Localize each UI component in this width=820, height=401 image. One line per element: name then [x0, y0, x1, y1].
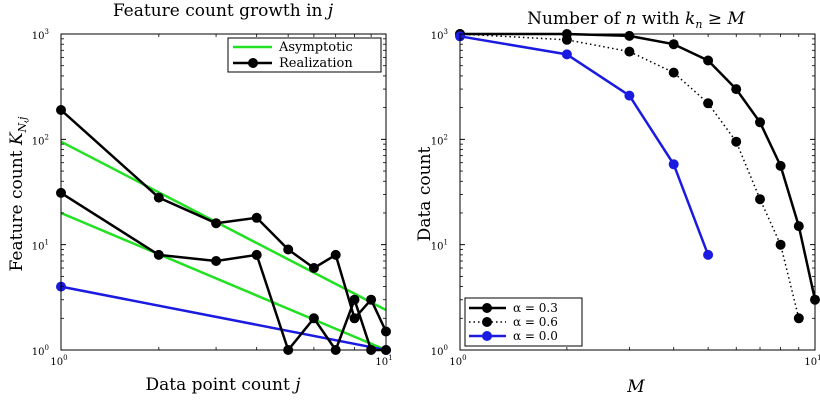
series-line-realization-3 — [60, 109, 388, 333]
data-point--0-6-1 — [703, 98, 714, 109]
legend-marker-alpha-06 — [482, 317, 492, 327]
data-point--0-6-1 — [793, 313, 804, 324]
x-tick-label: 100 — [449, 354, 466, 368]
data-point--0-3-0 — [668, 39, 679, 50]
series-line--0-3-0 — [460, 32, 817, 300]
data-point-realization-4 — [153, 249, 164, 260]
data-point-realization-3 — [330, 249, 341, 260]
x-tick-label: 101 — [804, 354, 820, 368]
data-point--0-3-0 — [731, 84, 742, 95]
data-point--0-6-1 — [668, 67, 679, 78]
data-point--0-0-2 — [668, 159, 679, 170]
right-chart-title: Number of n with kn ≥ M — [527, 9, 745, 31]
series-line-asymptotic-2 — [60, 285, 387, 352]
legend-label-asymptotic: Asymptotic — [278, 40, 353, 55]
left-chart-title: Feature count growth in j — [113, 1, 334, 21]
data-point--0-0-2 — [561, 49, 572, 60]
y-tick-label: 102 — [431, 133, 448, 147]
y-tick-label: 100 — [431, 344, 448, 358]
series-line-realization-4 — [60, 191, 386, 352]
data-point-realization-4 — [211, 256, 222, 266]
series-line-asymptotic-1 — [60, 211, 387, 352]
data-point-realization-3 — [349, 313, 360, 324]
left-plot-frame — [60, 33, 387, 351]
legend-label-alpha-06: α = 0.6 — [513, 315, 558, 329]
data-point--0-3-0 — [775, 160, 786, 171]
legend-marker-alpha-00 — [482, 331, 492, 341]
data-point-realization-3 — [308, 263, 319, 273]
data-point--0-6-1 — [775, 239, 786, 250]
data-point--0-0-2 — [624, 90, 635, 101]
data-point--0-0-2 — [703, 249, 714, 260]
x-tick-label: 100 — [50, 354, 67, 368]
y-tick-label: 101 — [431, 239, 448, 253]
right-chart-xlabel: M — [626, 377, 645, 397]
legend-label-realization: Realization — [279, 56, 353, 71]
data-point--0-3-0 — [793, 221, 804, 232]
data-point-realization-3 — [366, 294, 377, 305]
data-point-realization-4 — [308, 313, 319, 324]
right-chart: Number of n with kn ≥ M M Data count 100… — [415, 9, 820, 397]
legend-marker-alpha-03 — [482, 303, 492, 313]
data-point-realization-4 — [251, 249, 262, 260]
data-point-realization-4 — [349, 294, 360, 305]
y-tick-label: 100 — [32, 344, 49, 358]
left-chart-xlabel: Data point count j — [145, 375, 301, 395]
left-legend: Asymptotic Realization — [227, 37, 382, 73]
y-tick-label: 102 — [32, 133, 49, 147]
y-tick-label: 103 — [32, 28, 49, 42]
right-plot-frame — [459, 33, 816, 351]
left-chart: Feature count growth in j Data point cou… — [7, 1, 393, 395]
data-point--0-3-0 — [703, 55, 714, 66]
data-point--0-3-0 — [755, 117, 765, 128]
data-point--0-6-1 — [755, 194, 765, 205]
data-point-realization-3 — [283, 244, 294, 255]
data-point-realization-3 — [153, 192, 164, 203]
y-tick-label: 103 — [431, 28, 448, 42]
legend-label-alpha-00: α = 0.0 — [513, 329, 558, 343]
data-point--0-6-1 — [624, 46, 635, 57]
data-point--0-6-1 — [731, 136, 742, 147]
y-tick-label: 101 — [32, 239, 49, 253]
series-line--0-6-1 — [459, 33, 800, 319]
data-point--0-6-1 — [561, 34, 572, 45]
data-point-realization-3 — [211, 218, 222, 229]
data-point-realization-3 — [251, 212, 262, 223]
x-tick-label: 101 — [375, 354, 392, 368]
right-legend: α = 0.3 α = 0.6 α = 0.0 — [464, 297, 583, 347]
legend-label-alpha-03: α = 0.3 — [513, 301, 558, 315]
right-chart-ylabel: Data count — [415, 147, 435, 242]
series-line-asymptotic-0 — [60, 140, 387, 312]
left-chart-ylabel: Feature count KN,j — [7, 116, 29, 271]
legend-marker-realization — [248, 58, 258, 68]
